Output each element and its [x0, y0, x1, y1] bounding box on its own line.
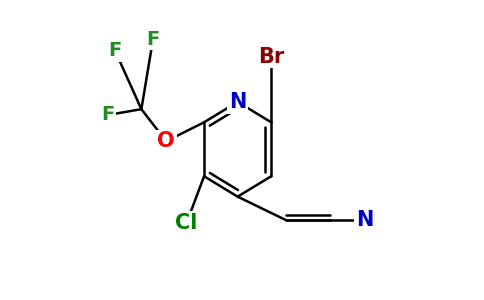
Text: N: N — [356, 210, 373, 230]
Text: Br: Br — [258, 47, 284, 67]
Text: F: F — [147, 30, 160, 49]
Text: F: F — [108, 41, 122, 60]
Text: F: F — [101, 106, 114, 124]
Text: N: N — [229, 92, 246, 112]
Text: Cl: Cl — [175, 213, 198, 233]
Text: O: O — [157, 131, 175, 151]
